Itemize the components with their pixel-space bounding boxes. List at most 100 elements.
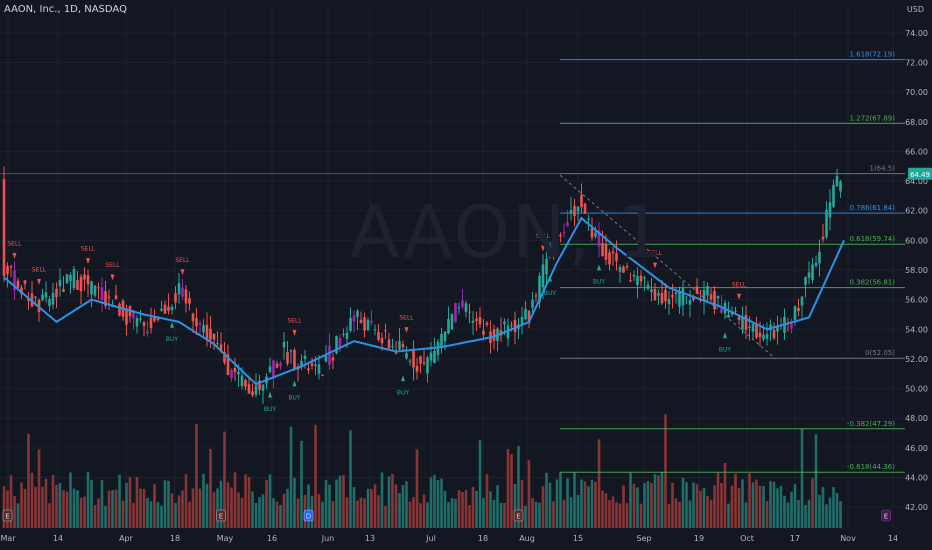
candle-body (212, 333, 216, 340)
volume-bar (6, 490, 9, 528)
candle-body (6, 265, 9, 275)
candle-body (167, 306, 170, 311)
volume-bar (76, 490, 79, 528)
candle-body (461, 300, 464, 307)
x-axis-tick-label: May (217, 534, 234, 543)
candle-body (373, 329, 377, 331)
volume-bar (559, 472, 562, 528)
candle-body (380, 338, 384, 344)
candle-body (569, 209, 573, 214)
volume-bar (272, 498, 275, 528)
volume-bar (251, 491, 254, 528)
volume-bar (48, 503, 51, 528)
volume-bar (16, 503, 20, 528)
volume-bar (170, 493, 174, 528)
volume-bar (27, 433, 30, 528)
volume-bar (762, 486, 765, 528)
volume-bar (142, 488, 146, 528)
candle-body (454, 303, 457, 322)
volume-bar (482, 497, 485, 528)
candle-body (688, 300, 692, 305)
candle-body (450, 314, 454, 330)
candle-body (58, 280, 62, 287)
event-badge (881, 509, 891, 522)
candle-body (226, 354, 230, 375)
volume-bar (576, 494, 580, 528)
candle-body (23, 280, 27, 284)
candle-body (359, 319, 363, 323)
candle-body (261, 384, 265, 391)
volume-bar (321, 501, 324, 528)
candle-body (303, 355, 307, 359)
volume-bar (702, 487, 706, 528)
volume-bar (177, 495, 181, 528)
volume-bar (51, 475, 55, 528)
sell-signal-arrow (86, 258, 90, 265)
candle-body (405, 353, 408, 359)
volume-bar (646, 481, 650, 528)
volume-bar (625, 503, 629, 528)
volume-bar (149, 501, 153, 528)
candle-body (566, 222, 569, 227)
volume-bar (839, 501, 842, 528)
candle-body (604, 244, 608, 260)
candle-body (534, 295, 538, 297)
x-axis-tick-label: Jun (321, 534, 335, 543)
buy-signal-label: BUY (544, 290, 557, 297)
volume-bar (289, 426, 293, 528)
candle-body (429, 352, 433, 361)
volume-bar (342, 474, 345, 528)
candle-body (818, 251, 821, 264)
volume-bar (737, 488, 741, 528)
volume-bar (419, 503, 422, 528)
volume-bar (678, 501, 681, 528)
buy-signal-label: BUY (166, 336, 179, 343)
volume-bar (216, 488, 219, 528)
candle-body (685, 296, 688, 298)
candle-body (251, 391, 254, 396)
volume-bar (254, 503, 258, 528)
volume-bar (338, 475, 342, 528)
volume-bar (797, 499, 800, 528)
volume-bar (541, 486, 545, 528)
buy-signal-arrow (597, 264, 601, 271)
volume-bar (608, 500, 611, 528)
candle-body (583, 203, 587, 214)
sell-signal-label: SELL (399, 315, 414, 322)
volume-bar (86, 472, 90, 528)
candle-body (594, 232, 597, 237)
volume-bar (590, 479, 594, 528)
volume-bar (832, 486, 835, 528)
candle-body (307, 368, 310, 371)
volume-bar (688, 500, 692, 528)
y-axis-tick-label: 62.00 (905, 207, 928, 216)
volume-bar (468, 504, 471, 528)
volume-bar (461, 492, 464, 528)
volume-bar (132, 503, 135, 528)
candle-body (90, 281, 93, 295)
candle-body (394, 352, 398, 354)
candle-body (310, 363, 314, 366)
buy-signal-arrow (401, 375, 405, 382)
volume-bar (569, 497, 573, 528)
candle-body (20, 287, 23, 295)
volume-bar (296, 498, 300, 528)
candle-body (366, 319, 370, 330)
volume-bar (814, 434, 818, 528)
volume-bar (422, 494, 426, 528)
fib-level-label: 0.382(56.81) (849, 279, 895, 287)
sell-signal-label: SELL (32, 266, 47, 273)
volume-bar (282, 493, 286, 528)
volume-bar (174, 503, 177, 528)
candle-body (552, 245, 555, 250)
volume-bar (188, 501, 191, 528)
candle-body (758, 332, 762, 338)
candle-body (391, 345, 394, 347)
volume-bar (23, 488, 27, 528)
candle-body (55, 288, 58, 298)
volume-bar (191, 488, 195, 528)
y-axis-tick-label: 60.00 (905, 236, 928, 245)
volume-bar (184, 474, 188, 528)
x-axis-tick-label: 13 (365, 534, 375, 543)
